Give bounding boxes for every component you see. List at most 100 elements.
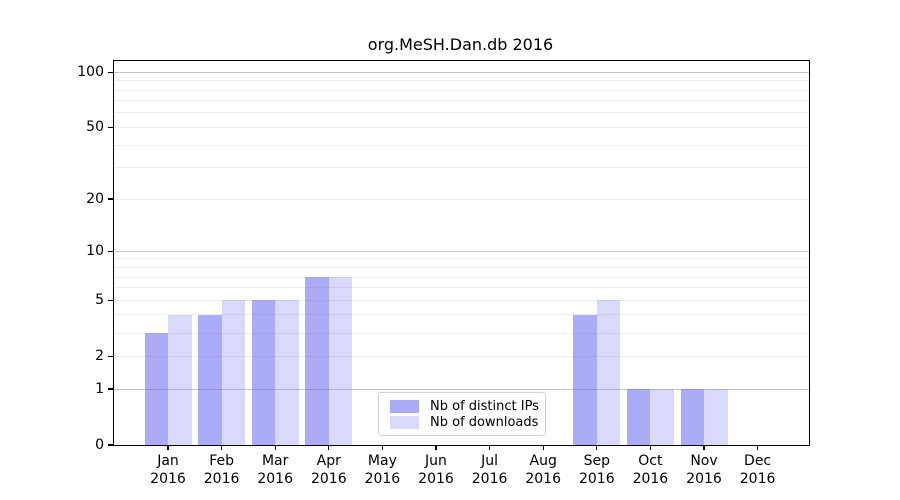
legend-label: Nb of downloads bbox=[430, 414, 539, 430]
x-tick-month: Sep bbox=[583, 453, 610, 469]
x-tick-month: May bbox=[367, 453, 397, 469]
x-tick-year: 2016 bbox=[632, 471, 669, 487]
x-tick-label: Dec 2016 bbox=[740, 452, 776, 488]
legend-label: Nb of distinct IPs bbox=[430, 398, 539, 414]
y-tick-mark bbox=[108, 444, 113, 446]
bar-distinct-ips bbox=[144, 333, 168, 445]
gridline-minor bbox=[114, 267, 809, 268]
x-tick-month: Jan bbox=[157, 453, 179, 469]
x-tick-label: Jan 2016 bbox=[150, 452, 186, 488]
distinct-ips-swatch bbox=[390, 399, 419, 413]
gridline-minor bbox=[114, 258, 809, 260]
x-tick-mark bbox=[328, 445, 330, 450]
x-tick-mark bbox=[381, 445, 383, 450]
x-tick-month: Jul bbox=[481, 453, 499, 469]
x-tick-month: Apr bbox=[316, 453, 341, 469]
x-tick-month: Dec bbox=[744, 453, 772, 469]
x-tick-mark bbox=[596, 445, 598, 450]
gridline-minor bbox=[114, 126, 809, 128]
y-tick-label: 5 bbox=[95, 292, 104, 309]
x-tick-month: Mar bbox=[261, 453, 289, 469]
x-tick-mark bbox=[649, 445, 651, 450]
x-tick-year: 2016 bbox=[203, 471, 240, 487]
x-tick-label: Jun 2016 bbox=[418, 452, 454, 488]
x-tick-label: Aug 2016 bbox=[525, 452, 561, 488]
legend: Nb of distinct IPs Nb of downloads bbox=[378, 392, 546, 436]
y-tick-label: 10 bbox=[86, 243, 104, 260]
x-tick-label: Apr 2016 bbox=[311, 452, 347, 488]
y-tick-mark bbox=[108, 250, 113, 252]
bar-downloads bbox=[275, 300, 299, 445]
gridline-minor bbox=[114, 198, 809, 200]
bar-distinct-ips bbox=[251, 300, 276, 445]
x-tick-month: Feb bbox=[209, 453, 234, 469]
x-tick-mark bbox=[542, 445, 544, 450]
gridline-minor bbox=[114, 287, 809, 289]
gridline-major bbox=[114, 250, 809, 252]
x-tick-mark bbox=[167, 445, 169, 450]
bar-distinct-ips bbox=[573, 314, 597, 445]
y-tick-label: 0 bbox=[95, 437, 104, 453]
y-tick-mark bbox=[108, 355, 113, 357]
x-tick-month: Oct bbox=[638, 453, 663, 469]
x-tick-mark bbox=[435, 445, 437, 450]
y-tick-mark bbox=[108, 299, 113, 301]
x-tick-label: Nov 2016 bbox=[686, 452, 722, 488]
downloads-swatch bbox=[390, 415, 419, 429]
x-tick-month: Aug bbox=[529, 453, 557, 469]
bar-downloads bbox=[221, 300, 246, 445]
gridline-major bbox=[114, 71, 809, 73]
bar-distinct-ips bbox=[305, 277, 329, 445]
y-tick-mark bbox=[108, 126, 113, 128]
x-tick-year: 2016 bbox=[739, 471, 776, 487]
x-tick-label: Mar 2016 bbox=[257, 452, 293, 488]
x-tick-mark bbox=[757, 445, 759, 450]
gridline-minor bbox=[114, 100, 809, 102]
plot-area: Jan 2016 Feb 2016 Mar 2016 Apr 2016 May 2016 Jun 20… bbox=[77, 60, 810, 487]
gridline-minor bbox=[114, 80, 809, 82]
y-tick-label: 100 bbox=[77, 64, 104, 81]
bar-downloads bbox=[650, 389, 674, 445]
y-tick-label: 1 bbox=[95, 381, 104, 397]
legend-item-distinct-ips: Nb of distinct IPs bbox=[390, 398, 539, 414]
x-tick-year: 2016 bbox=[686, 471, 722, 487]
x-tick-label: Jul 2016 bbox=[472, 452, 508, 488]
gridline-minor bbox=[114, 167, 809, 169]
gridline-minor bbox=[114, 144, 809, 146]
x-tick-year: 2016 bbox=[150, 471, 186, 487]
x-tick-mark bbox=[489, 445, 491, 450]
chart-title: org.MeSH.Dan.db 2016 bbox=[367, 35, 554, 54]
gridline-minor bbox=[114, 112, 809, 114]
y-tick-mark bbox=[108, 71, 113, 73]
bar-downloads bbox=[704, 389, 728, 445]
gridline-minor bbox=[114, 299, 809, 301]
gridline-minor bbox=[114, 332, 809, 334]
bar-distinct-ips bbox=[626, 389, 651, 445]
x-tick-label: Sep 2016 bbox=[579, 452, 615, 488]
x-tick-year: 2016 bbox=[578, 471, 615, 487]
x-tick-year: 2016 bbox=[471, 471, 508, 487]
y-tick-mark bbox=[108, 198, 113, 200]
bar-downloads bbox=[328, 277, 353, 445]
legend-item-downloads: Nb of downloads bbox=[390, 414, 539, 430]
x-tick-mark bbox=[221, 445, 223, 450]
bar-downloads bbox=[168, 314, 192, 445]
x-tick-month: Jun bbox=[425, 453, 447, 469]
x-tick-mark bbox=[703, 445, 705, 450]
gridline-minor bbox=[114, 355, 809, 357]
x-tick-year: 2016 bbox=[257, 471, 294, 487]
x-tick-year: 2016 bbox=[418, 471, 454, 487]
x-tick-year: 2016 bbox=[525, 471, 562, 487]
bar-distinct-ips bbox=[680, 389, 704, 445]
y-tick-label: 20 bbox=[86, 191, 104, 208]
x-tick-year: 2016 bbox=[364, 471, 401, 487]
x-tick-mark bbox=[274, 445, 276, 450]
y-tick-mark bbox=[108, 388, 113, 390]
x-tick-month: Nov bbox=[690, 453, 718, 469]
y-tick-label: 2 bbox=[95, 348, 104, 365]
gridline-minor bbox=[114, 314, 809, 316]
bar-downloads bbox=[596, 300, 621, 445]
gridline-minor bbox=[114, 89, 809, 91]
gridline-major bbox=[114, 388, 809, 390]
